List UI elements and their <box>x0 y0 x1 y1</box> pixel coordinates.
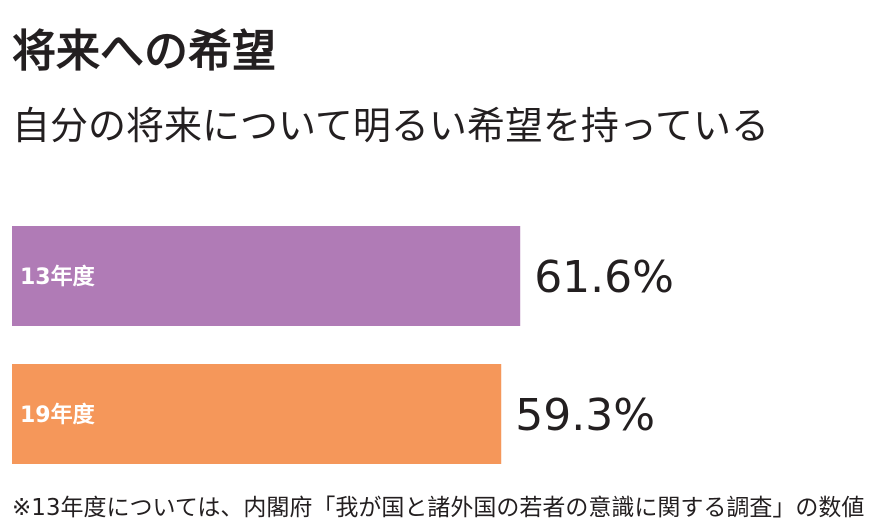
bar-13 <box>12 226 521 326</box>
bar-chart: 13年度 61.6% 19年度 59.3% <box>12 226 674 464</box>
bar-category-label: 13年度 <box>20 264 96 290</box>
bar-category-label: 19年度 <box>20 402 96 428</box>
bar-value-label: 61.6% <box>534 252 674 303</box>
chart-title: 将来への希望 <box>12 26 276 77</box>
chart-subtitle: 自分の将来について明るい希望を持っている <box>12 104 769 148</box>
bar-value-label: 59.3% <box>515 390 655 441</box>
bar-19 <box>12 364 502 464</box>
footnote: ※13年度については、内閣府「我が国と諸外国の若者の意識に関する調査」の数値 <box>12 495 865 521</box>
